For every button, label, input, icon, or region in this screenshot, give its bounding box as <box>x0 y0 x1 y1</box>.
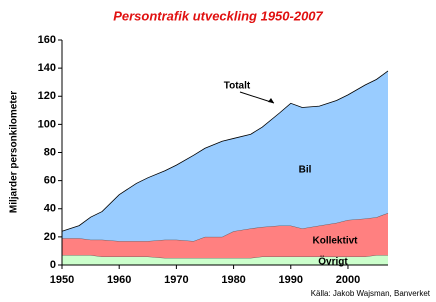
x-tick-label: 1960 <box>107 274 131 286</box>
annotation-arrow <box>239 91 275 104</box>
area <box>62 255 388 265</box>
y-tick-label: 160 <box>38 34 56 46</box>
y-tick-label: 0 <box>50 259 56 271</box>
series-label: Kollektivt <box>312 236 358 247</box>
area-edge <box>61 70 389 232</box>
y-tick-label: 100 <box>38 118 56 130</box>
chart-title: Persontrafik utveckling 1950-2007 <box>113 8 323 23</box>
y-tick-label: 140 <box>38 62 56 74</box>
area <box>62 70 388 242</box>
y-tick-label: 20 <box>44 231 56 243</box>
y-tick-label: 120 <box>38 90 56 102</box>
area-edge <box>62 254 388 259</box>
arrow-head <box>268 98 274 103</box>
x-tick-label: 2000 <box>336 274 360 286</box>
y-tick-label: 40 <box>44 203 56 215</box>
x-tick-label: 1990 <box>279 274 303 286</box>
y-tick-label: 80 <box>44 146 56 158</box>
series-label: Övrigt <box>318 255 348 268</box>
x-tick-label: 1980 <box>221 274 245 286</box>
y-axis-label: Miljarder personkilometer <box>9 91 20 213</box>
x-tick-label: 1950 <box>50 274 74 286</box>
source: Källa: Jakob Wajsman, Banverket <box>311 289 431 298</box>
x-tick-label: 1970 <box>164 274 188 286</box>
series-label: Bil <box>299 165 312 176</box>
y-tick-label: 60 <box>44 175 56 187</box>
annotation: Totalt <box>224 81 251 92</box>
